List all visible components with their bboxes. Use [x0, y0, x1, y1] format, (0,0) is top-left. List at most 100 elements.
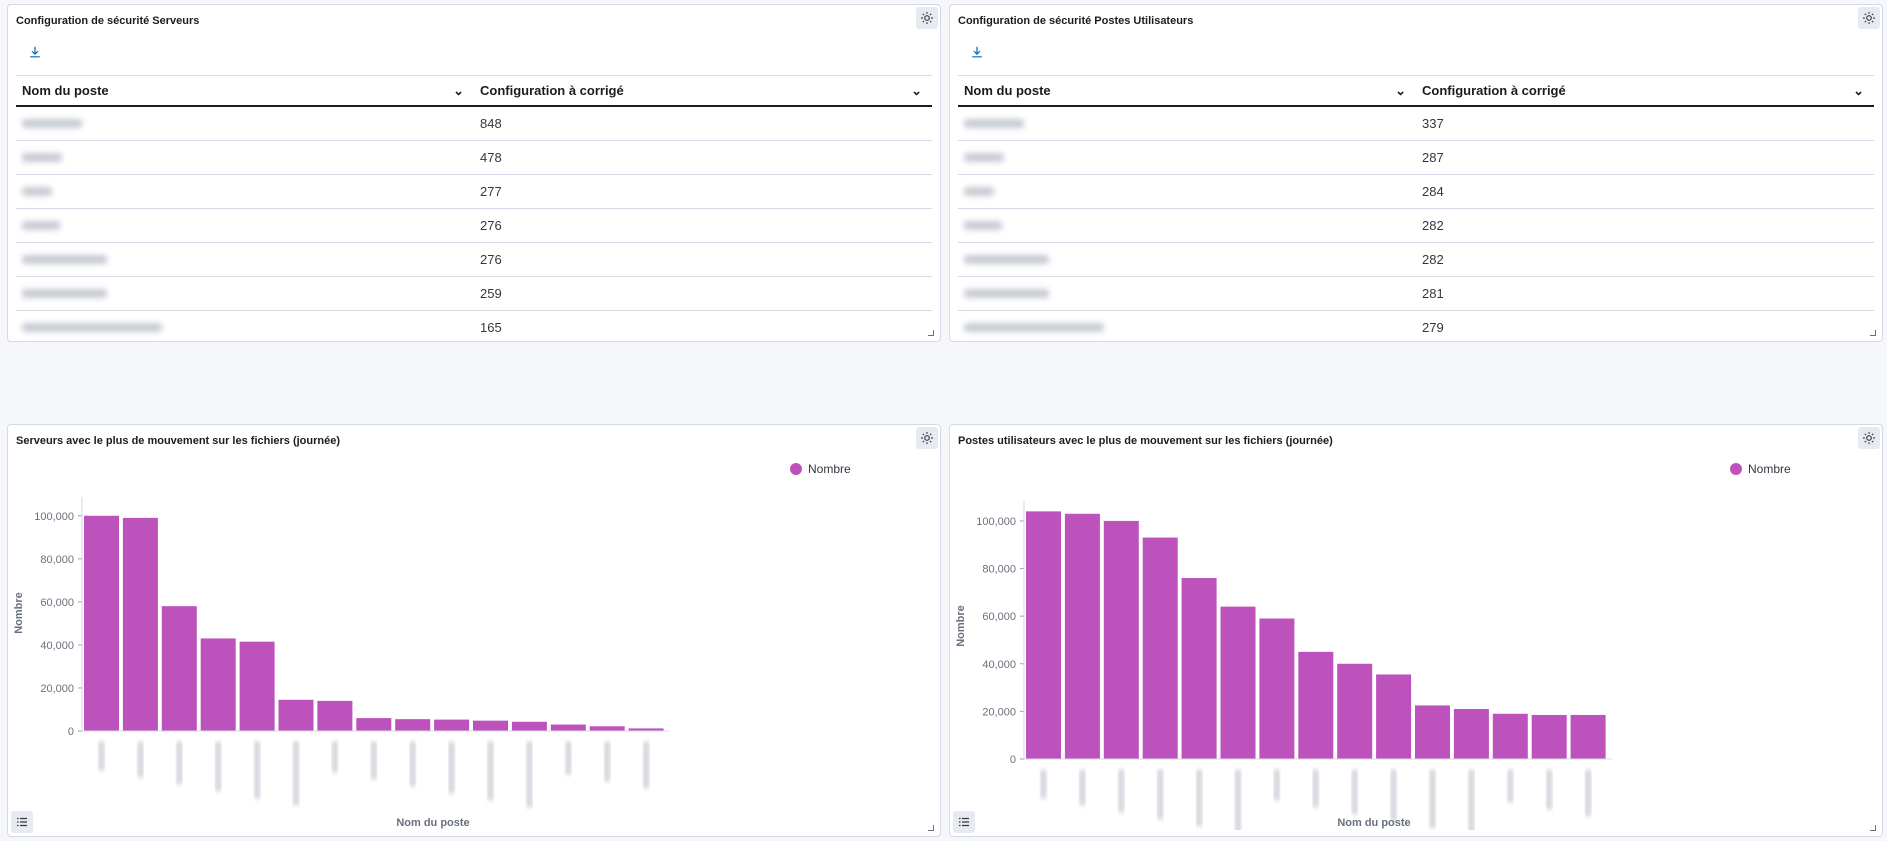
cell-nom-du-poste [16, 187, 474, 196]
table-row[interactable]: 282 [958, 243, 1874, 277]
resize-handle-icon[interactable] [928, 330, 934, 336]
bar [1259, 618, 1295, 759]
y-tick-label: 40,000 [982, 659, 1016, 671]
cell-nom-du-poste [958, 187, 1416, 196]
table-row[interactable]: 287 [958, 141, 1874, 175]
panel-title: Serveurs avec le plus de mouvement sur l… [16, 435, 341, 447]
x-tick-label-redacted [565, 741, 572, 775]
cell-nom-du-poste [16, 289, 474, 298]
legend-item[interactable]: Nombre [790, 462, 851, 476]
table-row[interactable]: 337 [958, 107, 1874, 141]
download-icon[interactable] [28, 45, 44, 61]
x-tick-label-redacted [254, 741, 261, 799]
redacted-hostname [22, 323, 162, 332]
bar [1453, 709, 1489, 759]
bar [1220, 606, 1256, 759]
x-tick-label-redacted [1585, 769, 1592, 817]
gear-icon[interactable] [1858, 427, 1880, 449]
x-tick-label-redacted [293, 741, 299, 806]
table-row[interactable]: 165 [16, 311, 932, 341]
resize-handle-icon[interactable] [928, 825, 934, 831]
cell-nom-du-poste [16, 255, 474, 264]
legend-label: Nombre [1748, 462, 1791, 476]
resize-handle-icon[interactable] [1870, 825, 1876, 831]
redacted-hostname [964, 289, 1049, 298]
bar [317, 700, 353, 731]
x-tick-label-redacted [448, 741, 455, 794]
cell-nom-du-poste [958, 119, 1416, 128]
gear-icon[interactable] [1858, 7, 1880, 29]
chevron-down-icon: ⌄ [453, 82, 464, 98]
panel-title: Configuration de sécurité Postes Utilisa… [958, 15, 1194, 27]
bar [356, 718, 392, 731]
redacted-hostname [22, 187, 52, 196]
gear-icon[interactable] [916, 427, 938, 449]
list-icon[interactable] [953, 811, 975, 833]
table-row[interactable]: 282 [958, 209, 1874, 243]
chevron-down-icon: ⌄ [1395, 82, 1406, 98]
redacted-hostname [22, 255, 107, 264]
cell-nom-du-poste [958, 221, 1416, 230]
redacted-hostname [964, 153, 1004, 162]
column-header-nom-du-poste[interactable]: Nom du poste ⌄ [958, 83, 1416, 99]
cell-nom-du-poste [16, 153, 474, 162]
table-row[interactable]: 276 [16, 209, 932, 243]
table-row[interactable]: 284 [958, 175, 1874, 209]
column-label: Nom du poste [22, 83, 109, 98]
x-tick-label-redacted [215, 741, 222, 792]
column-header-configuration[interactable]: Configuration à corrigé ⌄ [474, 83, 932, 99]
table-row[interactable]: 276 [16, 243, 932, 277]
column-label: Configuration à corrigé [1422, 83, 1566, 98]
y-axis-label: Nombre [955, 605, 967, 647]
resize-handle-icon[interactable] [1870, 330, 1876, 336]
cell-configuration: 282 [1422, 252, 1444, 267]
bar [239, 641, 275, 731]
gear-icon[interactable] [916, 7, 938, 29]
column-header-configuration[interactable]: Configuration à corrigé ⌄ [1416, 83, 1874, 99]
y-tick-label: 20,000 [982, 706, 1016, 718]
list-icon[interactable] [11, 811, 33, 833]
cell-configuration: 276 [480, 252, 502, 267]
download-icon[interactable] [970, 45, 986, 61]
x-tick-label-redacted [1040, 769, 1047, 799]
chevron-down-icon: ⌄ [1853, 82, 1864, 98]
bar [1570, 714, 1606, 759]
bar [1337, 663, 1373, 759]
cell-nom-du-poste [958, 289, 1416, 298]
cell-configuration: 282 [1422, 218, 1444, 233]
table-row[interactable]: 478 [16, 141, 932, 175]
table-row[interactable]: 279 [958, 311, 1874, 341]
bar [1142, 537, 1178, 759]
legend-item[interactable]: Nombre [1730, 462, 1791, 476]
x-tick-label-redacted [1273, 769, 1280, 801]
y-tick-label: 80,000 [982, 564, 1016, 576]
bar [434, 719, 470, 731]
y-tick-label: 20,000 [40, 683, 74, 695]
x-tick-label-redacted [1157, 769, 1164, 820]
table-row[interactable]: 259 [16, 277, 932, 311]
table-row[interactable]: 281 [958, 277, 1874, 311]
bar [1026, 511, 1061, 759]
redacted-hostname [964, 255, 1049, 264]
cell-nom-du-poste [16, 119, 474, 128]
y-tick-label: 100,000 [976, 516, 1016, 528]
table-row[interactable]: 277 [16, 175, 932, 209]
column-header-nom-du-poste[interactable]: Nom du poste ⌄ [16, 83, 474, 99]
x-tick-label-redacted [1118, 769, 1125, 813]
bar [122, 517, 158, 731]
bar [278, 699, 314, 731]
bar [84, 515, 119, 731]
y-tick-label: 0 [1010, 754, 1016, 766]
legend-dot-icon [1730, 463, 1742, 475]
y-tick-label: 80,000 [40, 554, 74, 566]
table-row[interactable]: 848 [16, 107, 932, 141]
x-tick-label-redacted [176, 741, 183, 785]
cell-nom-du-poste [16, 221, 474, 230]
cell-configuration: 848 [480, 116, 502, 131]
column-label: Nom du poste [964, 83, 1051, 98]
x-tick-label-redacted [1312, 769, 1319, 808]
x-tick-label-redacted [526, 741, 533, 808]
redacted-hostname [964, 323, 1104, 332]
redacted-hostname [964, 187, 994, 196]
bar [511, 721, 547, 731]
